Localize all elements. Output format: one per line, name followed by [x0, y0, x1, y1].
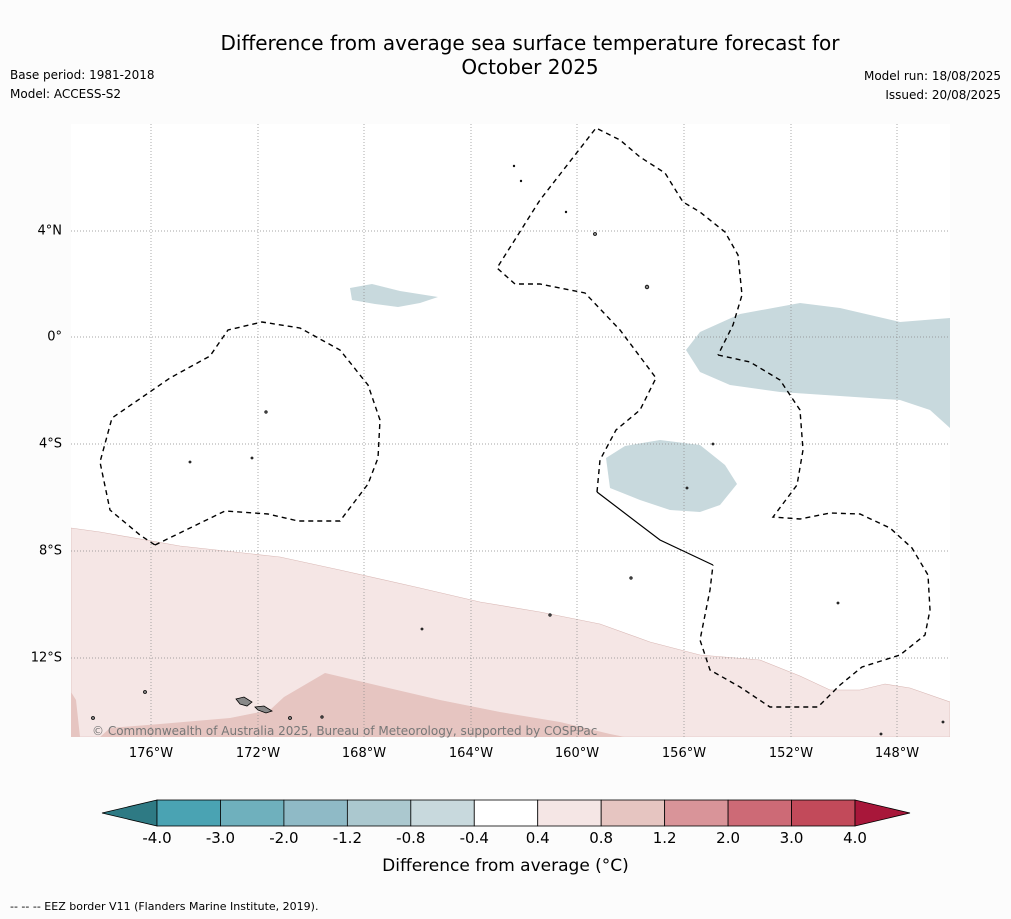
base-period: Base period: 1981-2018 [10, 68, 155, 82]
colorbar-tick-label: 0.4 [525, 829, 550, 847]
graticule [71, 124, 950, 737]
colorbar-segment [410, 799, 475, 827]
colorbar-segment [156, 799, 221, 827]
eez-border-east [699, 354, 931, 708]
colorbar-segment [727, 799, 792, 827]
colorbar-segment [537, 799, 602, 827]
colorbar-extend-high [854, 799, 911, 827]
lat-label-8s: 8°S [38, 543, 62, 559]
colorbar-label: Difference from average (°C) [382, 856, 629, 876]
boundary-solid [596, 491, 714, 566]
copyright-notice: © Commonwealth of Australia 2025, Bureau… [92, 724, 598, 738]
meta-right: Model run: 18/08/2025 Issued: 20/08/2025 [864, 67, 1001, 105]
lat-label-4s: 4°S [38, 436, 62, 452]
colorbar-tick-label: 1.2 [652, 829, 677, 847]
model-run: Model run: 18/08/2025 [863, 69, 1001, 83]
lon-label-152w: 152°W [768, 746, 814, 761]
island-savaii [235, 696, 253, 707]
lat-label-12s: 12°S [30, 650, 62, 666]
colorbar-segment [220, 799, 285, 827]
lon-label-156w: 156°W [661, 746, 707, 761]
title-line-1: Difference from average sea surface temp… [220, 31, 840, 55]
colorbar-segment [664, 799, 729, 827]
title-line-2: October 2025 [461, 55, 599, 79]
eez-borders [99, 127, 931, 708]
colorbar-segment [346, 799, 412, 827]
lat-label-4n: 4°N [37, 223, 63, 239]
eez-footnote: -- -- -- EEZ border V11 (Flanders Marine… [10, 900, 319, 913]
island-upolu [254, 705, 273, 714]
meta-left: Base period: 1981-2018 Model: ACCESS-S2 [10, 66, 155, 104]
colorbar-segment [791, 799, 856, 827]
islands [91, 164, 945, 736]
lon-label-148w: 148°W [874, 746, 920, 761]
warm-anomaly-region-mid [71, 673, 625, 737]
lon-label-172w: 172°W [235, 746, 281, 761]
lat-label-0: 0° [47, 329, 62, 345]
cool-anomaly-region-3 [606, 440, 737, 512]
map-title: Difference from average sea surface temp… [150, 31, 910, 79]
cool-anomaly-region-2 [686, 303, 950, 428]
colorbar-segment [600, 799, 666, 827]
colorbar-segment [283, 799, 348, 827]
colorbar-tick-label: -0.4 [459, 829, 489, 847]
colorbar [101, 799, 911, 827]
colorbar-tick-label: -2.0 [269, 829, 299, 847]
colorbar-tick-label: -3.0 [205, 829, 236, 847]
colorbar-extend-low [101, 799, 158, 827]
model-name: Model: ACCESS-S2 [10, 87, 122, 101]
colorbar-segment [473, 799, 539, 827]
issued-date: Issued: 20/08/2025 [885, 88, 1001, 102]
colorbar-tick-label: 3.0 [779, 829, 804, 847]
colorbar-tick-label: 2.0 [716, 829, 741, 847]
warm-anomaly-region [71, 527, 950, 737]
colorbar-tick-label: -1.2 [332, 829, 362, 847]
colorbar-tick-label: 0.8 [589, 829, 614, 847]
lon-label-160w: 160°W [554, 746, 600, 761]
lon-label-176w: 176°W [128, 746, 174, 761]
lon-label-168w: 168°W [341, 746, 387, 761]
colorbar-tick-label: 4.0 [843, 829, 867, 847]
colorbar-tick-label: -4.0 [142, 829, 172, 847]
cool-anomaly-region-1 [350, 284, 438, 307]
lon-label-164w: 164°W [448, 746, 494, 761]
colorbar-tick-label: -0.8 [396, 829, 426, 847]
